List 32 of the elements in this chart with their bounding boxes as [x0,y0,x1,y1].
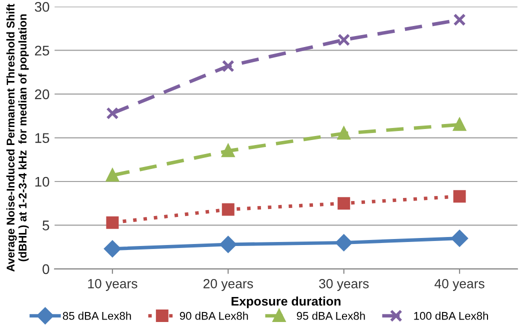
point [453,190,466,203]
point [222,60,234,72]
legend-label: 100 dBA Lex8h [414,312,488,320]
y-tick-label: 20 [34,89,50,100]
legend-label: 95 dBA Lex8h [296,312,365,320]
point [338,34,350,46]
y-tick-label: 30 [34,2,50,12]
y-axis-title: Average Noise-Induced Permanent Threshold Shift (dBHL) at 1-2-3-4 kHz for median of population [6,4,29,272]
y-tick-label: 0 [42,264,50,274]
legend-label: 85 dBA Lex8h [62,312,131,320]
x-axis-title: Exposure duration [232,296,340,308]
x-tick-label: 10 years [88,278,138,291]
x-tick-label: 40 years [434,278,484,291]
y-tick-label: 25 [34,46,50,56]
point [104,240,121,258]
point [220,236,236,253]
point [453,118,466,131]
point [222,203,234,216]
x-tick-label: 30 years [319,278,369,291]
point [222,144,234,158]
point [453,14,466,26]
legend-label: 90 dBA Lex8h [180,312,248,320]
y-tick-label: 15 [35,133,50,143]
point [338,127,350,140]
x-tick-label: 20 years [204,278,253,291]
point [336,234,352,251]
point [106,107,119,120]
point [451,230,468,247]
y-tick-label: 10 [35,176,50,187]
y-tick-label: 5 [42,220,50,230]
point [338,197,350,210]
point [106,216,119,229]
